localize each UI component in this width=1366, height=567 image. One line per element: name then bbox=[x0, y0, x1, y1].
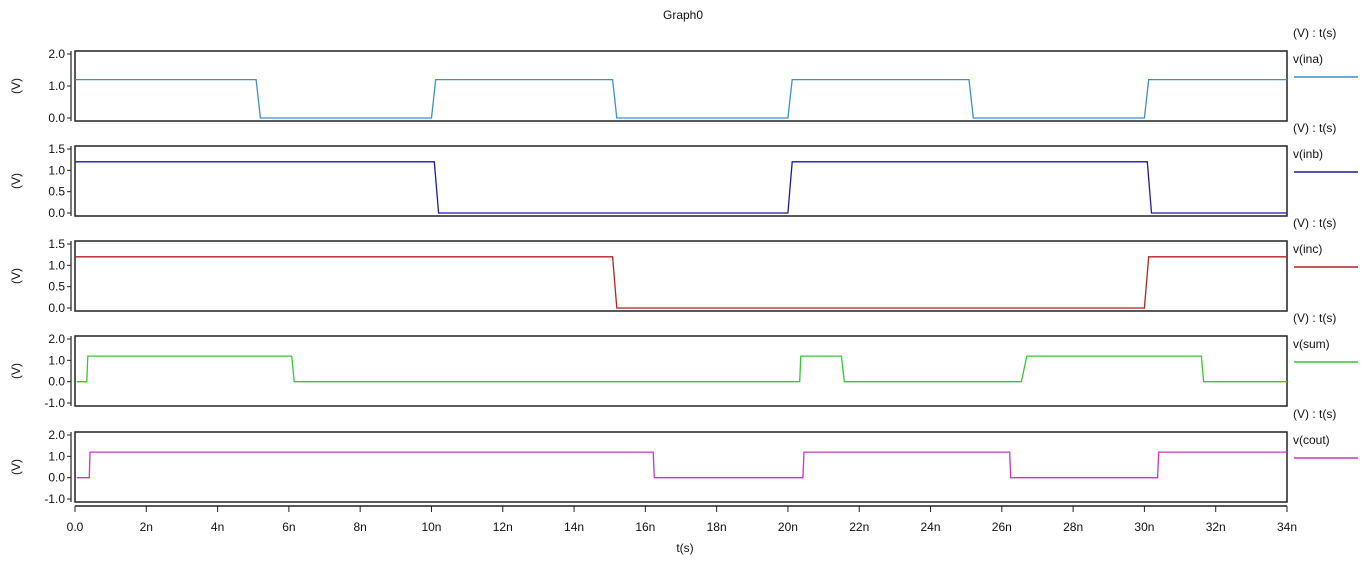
x-tick-label: 34n bbox=[1277, 520, 1297, 534]
y-tick-label: 0.0 bbox=[48, 301, 65, 315]
y-axis-label: (V) bbox=[9, 78, 23, 94]
y-tick-label: 1.0 bbox=[48, 449, 65, 463]
y-tick-label: -1.0 bbox=[44, 492, 65, 506]
legend-label: v(inc) bbox=[1293, 242, 1322, 256]
x-tick-label: 30n bbox=[1134, 520, 1154, 534]
waveform-vina bbox=[75, 78, 1287, 119]
y-axis-label: (V) bbox=[9, 173, 23, 189]
panel-units-header: (V) : t(s) bbox=[1293, 407, 1336, 421]
x-axis-label: t(s) bbox=[676, 541, 694, 555]
plot-area-vina bbox=[74, 50, 1288, 122]
panel-units-header: (V) : t(s) bbox=[1293, 311, 1336, 325]
y-axis-label: (V) bbox=[9, 459, 23, 475]
waveform-vinc bbox=[75, 256, 1287, 309]
waveform-vcout bbox=[76, 451, 1287, 479]
y-tick-label: 0.0 bbox=[48, 471, 65, 485]
legend-label: v(sum) bbox=[1293, 337, 1330, 351]
x-tick-label: 8n bbox=[353, 520, 366, 534]
y-tick-label: 1.0 bbox=[48, 163, 65, 177]
waveform-vinb bbox=[75, 161, 1287, 214]
y-tick-label: 2.0 bbox=[48, 47, 65, 61]
plot-area-vcout bbox=[74, 431, 1288, 503]
y-tick-label: 1.0 bbox=[48, 258, 65, 272]
plot-area-vinc bbox=[74, 240, 1288, 312]
y-tick-label: 1.0 bbox=[48, 353, 65, 367]
y-tick-label: 0.5 bbox=[48, 280, 65, 294]
x-tick-label: 0.0 bbox=[67, 520, 84, 534]
legend-label: v(cout) bbox=[1293, 433, 1330, 447]
y-tick-label: 0.0 bbox=[48, 375, 65, 389]
x-tick-label: 28n bbox=[1063, 520, 1083, 534]
y-tick-label: 2.0 bbox=[48, 428, 65, 442]
y-tick-label: 1.5 bbox=[48, 142, 65, 156]
legend-label: v(inb) bbox=[1293, 147, 1323, 161]
chart-title: Graph0 bbox=[662, 8, 704, 22]
legend-label: v(ina) bbox=[1293, 52, 1323, 66]
plot-area-vsum bbox=[74, 335, 1288, 407]
panel-units-header: (V) : t(s) bbox=[1293, 26, 1336, 40]
x-tick-label: 16n bbox=[635, 520, 655, 534]
x-tick-label: 10n bbox=[421, 520, 441, 534]
x-tick-label: 2n bbox=[140, 520, 153, 534]
x-tick-label: 22n bbox=[849, 520, 869, 534]
y-axis-label: (V) bbox=[9, 363, 23, 379]
panel-units-header: (V) : t(s) bbox=[1293, 216, 1336, 230]
x-tick-label: 20n bbox=[778, 520, 798, 534]
x-tick-label: 6n bbox=[282, 520, 295, 534]
x-tick-label: 12n bbox=[493, 520, 513, 534]
panel-units-header: (V) : t(s) bbox=[1293, 121, 1336, 135]
y-tick-label: 0.5 bbox=[48, 185, 65, 199]
x-tick-label: 26n bbox=[992, 520, 1012, 534]
plot-area-vinb bbox=[74, 145, 1288, 217]
x-tick-label: 24n bbox=[921, 520, 941, 534]
waveform-vsum bbox=[76, 355, 1287, 383]
y-tick-label: 1.0 bbox=[48, 79, 65, 93]
x-tick-label: 14n bbox=[564, 520, 584, 534]
y-tick-label: 0.0 bbox=[48, 206, 65, 220]
x-tick-label: 18n bbox=[707, 520, 727, 534]
y-tick-label: 0.0 bbox=[48, 111, 65, 125]
y-tick-label: 1.5 bbox=[48, 237, 65, 251]
y-tick-label: -1.0 bbox=[44, 396, 65, 410]
y-tick-label: 2.0 bbox=[48, 332, 65, 346]
y-axis-label: (V) bbox=[9, 268, 23, 284]
x-tick-label: 32n bbox=[1206, 520, 1226, 534]
x-tick-label: 4n bbox=[211, 520, 224, 534]
